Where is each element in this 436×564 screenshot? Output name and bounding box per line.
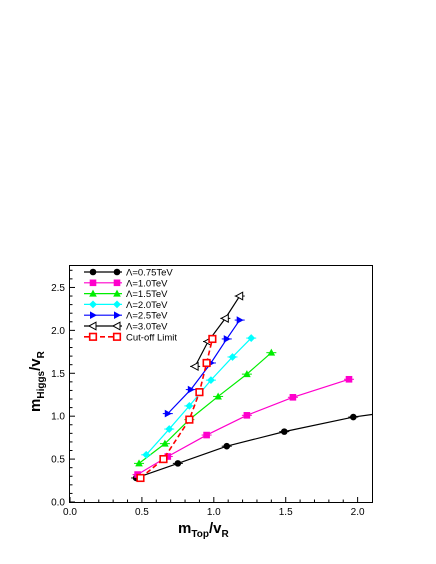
series-5 [190,291,245,372]
data-point [280,428,288,435]
data-point [135,459,143,467]
y-tick-label: 0.0 [51,498,65,509]
data-point [187,385,195,394]
data-point [164,409,172,418]
x-axis-title: mTop/vR [178,520,229,540]
legend-marker [114,311,121,319]
legend-label: Λ=1.5TeV [126,289,168,300]
y-axis-title-sub2: R [36,350,47,358]
data-point [203,431,210,439]
legend-item: Λ=1.5TeV [84,289,168,300]
legend-label: Λ=2.5TeV [126,311,168,322]
legend-label: Λ=3.0TeV [126,322,168,333]
y-tick-label: 1.5 [51,369,65,380]
data-point [345,375,353,383]
legend-label: Λ=1.0TeV [126,278,168,289]
series-6 [136,334,217,483]
data-point [214,392,222,400]
legend-item: Λ=0.75TeV [84,268,173,279]
data-point [228,353,237,361]
legend-item: Λ=2.5TeV [84,311,168,322]
series-4 [162,316,245,418]
data-point [223,442,231,450]
legend-label: Λ=2.0TeV [126,300,168,311]
data-point [236,316,244,324]
y-tick-label: 2.0 [51,326,65,337]
data-point [220,313,229,323]
x-tick-label: 1.0 [207,507,221,518]
data-point [247,334,256,342]
x-axis-title-rest: /v [209,520,222,537]
series-line [145,337,252,456]
series-layer [131,291,372,483]
data-point [142,450,151,459]
y-axis-title: mHiggs/vR [27,350,47,412]
data-point [202,358,211,368]
data-point [159,454,168,464]
y-axis-ticks: 0.0 0.5 1.0 1.5 2.0 2.5 [51,269,75,509]
legend-item: Λ=2.0TeV [84,300,168,311]
legend-item: Cut-off Limit [84,332,177,343]
legend-marker [111,321,121,331]
data-point [195,388,204,397]
x-axis-title-sub2: R [221,529,229,540]
data-point [243,370,251,378]
data-point [185,401,194,410]
y-tick-label: 1.0 [51,412,65,423]
data-point [289,394,297,401]
y-axis-title-sub: Higgs [36,370,47,398]
x-tick-label: 1.5 [279,507,293,518]
legend-marker [113,300,121,309]
data-point [223,335,231,343]
series-line [139,338,214,479]
data-point [136,473,145,483]
x-axis-ticks: 0.0 0.5 1.0 1.5 2.0 [63,497,365,518]
data-point [350,413,357,421]
legend-marker [113,279,121,287]
series-0 [131,413,372,482]
data-point [243,412,251,419]
legend-label: Cut-off Limit [126,332,177,343]
legend-marker [89,300,97,309]
y-axis-title-main: m [27,399,44,412]
legend-marker [87,321,97,331]
y-axis-title-rest: /v [27,358,44,371]
x-axis-title-sub: Top [191,529,209,540]
data-point [208,334,217,344]
data-point [165,425,174,433]
y-tick-label: 2.5 [51,283,65,294]
data-point [185,415,194,424]
legend-item: Λ=1.0TeV [84,278,168,289]
data-point [267,348,276,356]
data-point [174,460,182,467]
legend-item: Λ=3.0TeV [84,321,168,333]
x-tick-label: 0.5 [135,507,149,518]
legend-marker [88,332,98,341]
legend-marker [89,268,97,276]
data-point [164,453,172,460]
data-point [207,376,215,385]
series-line [138,352,272,464]
legend-marker [112,332,122,341]
data-point [234,291,244,301]
legend-marker [89,289,97,297]
data-point [161,439,169,447]
legend-label: Λ=0.75TeV [126,268,173,279]
series-line [194,295,241,367]
legend-marker [113,268,121,276]
legend-marker [90,311,97,319]
x-tick-label: 0.0 [63,507,77,518]
legend-marker [89,279,97,287]
x-axis-title-main: m [178,520,191,537]
data-point [190,361,199,372]
legend-marker [113,289,121,297]
x-tick-label: 2.0 [351,507,365,518]
plot-frame [69,265,373,503]
y-tick-label: 0.5 [51,455,65,466]
legend: Λ=0.75TeVΛ=1.0TeVΛ=1.5TeVΛ=2.0TeVΛ=2.5Te… [84,268,177,343]
